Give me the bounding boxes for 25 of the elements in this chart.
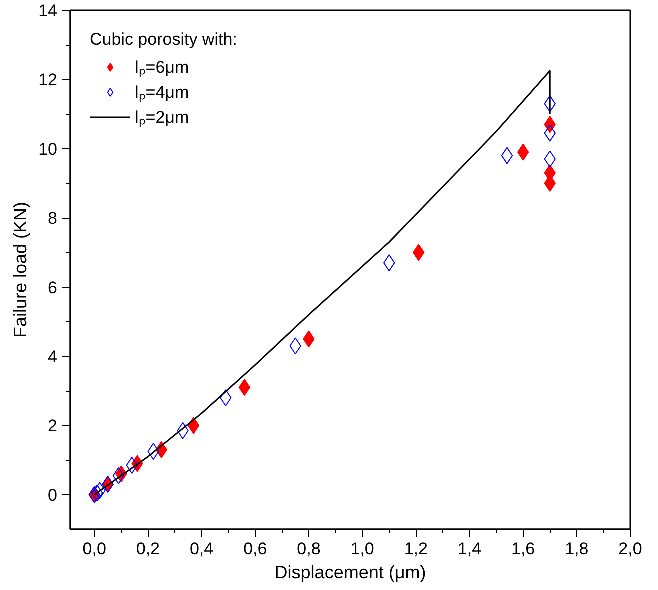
y-tick-label: 12	[38, 70, 58, 90]
legend-title: Cubic porosity with:	[90, 30, 238, 50]
x-tick-label: 0,0	[82, 540, 106, 558]
x-axis-title: Displacement (μm)	[274, 562, 426, 582]
y-tick-label: 2	[48, 416, 58, 436]
y-tick-label: 0	[48, 486, 58, 505]
x-tick-label: 1,6	[512, 540, 536, 558]
x-tick-label: 1,2	[404, 540, 428, 558]
x-tick-label: 1,4	[458, 540, 482, 558]
x-tick-label: 0,2	[136, 540, 160, 558]
x-tick-label: 1,0	[350, 540, 374, 558]
y-tick-label: 14	[38, 2, 58, 20]
legend-label: lₚ=2μm	[135, 107, 190, 128]
x-tick-label: 0,6	[244, 540, 268, 558]
y-axis-title: Failure load (KN)	[10, 202, 31, 338]
x-tick-label: 0,4	[190, 540, 214, 558]
x-tick-label: 2,0	[618, 540, 642, 558]
y-tick-label: 6	[48, 278, 58, 298]
x-tick-label: 0,8	[297, 540, 321, 558]
legend-label: lₚ=4μm	[135, 82, 190, 103]
y-tick-label: 8	[48, 209, 58, 228]
y-tick-label: 4	[48, 348, 58, 366]
x-tick-label: 1,8	[565, 540, 589, 558]
y-tick-label: 10	[38, 140, 58, 159]
legend-label: lₚ=6μm	[135, 57, 190, 78]
